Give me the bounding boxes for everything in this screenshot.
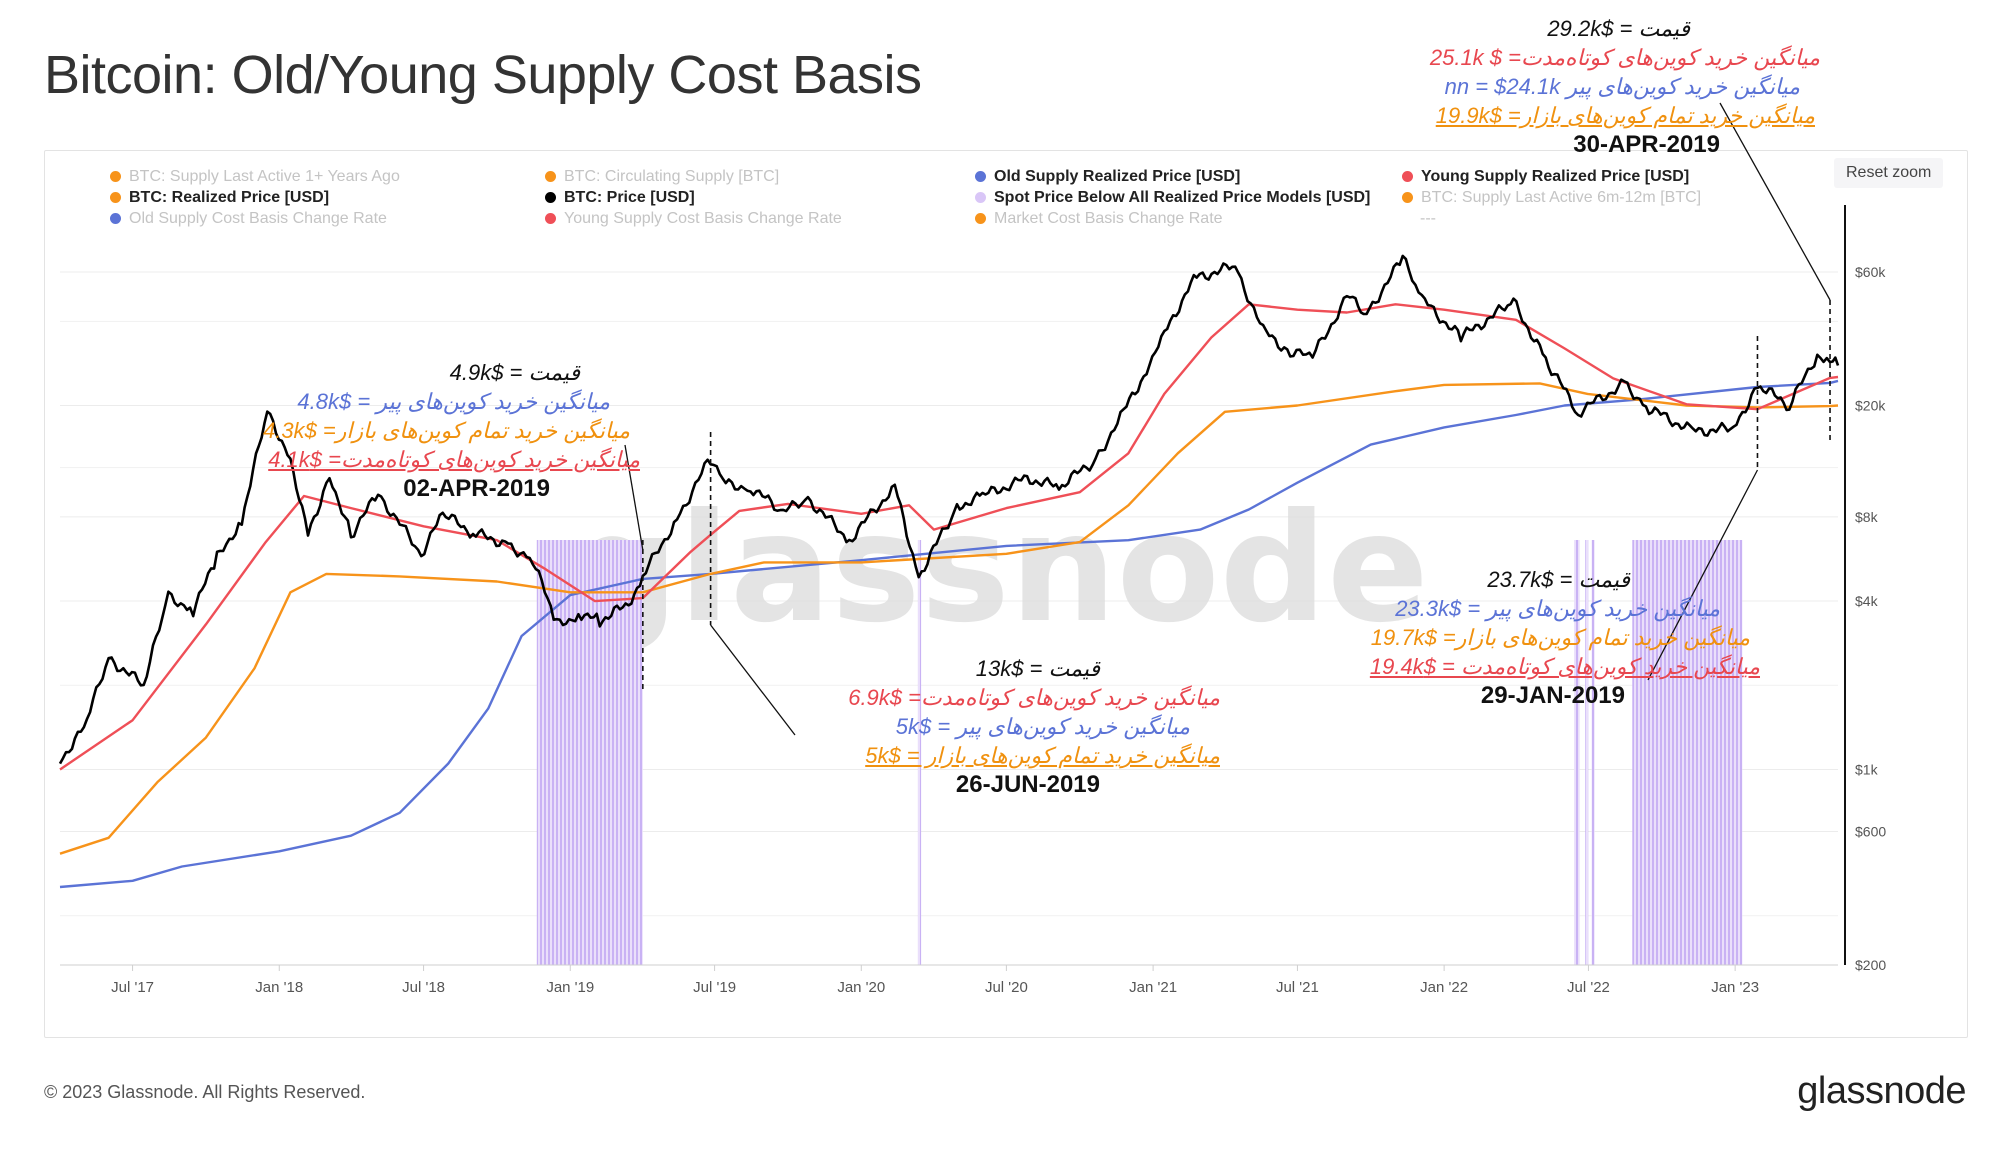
series-lines [58,254,1840,889]
ann-old: میانگین خرید کوین‌های پیر = $4.8k [297,389,610,414]
y-tick-label: $8k [1855,509,1879,525]
legend-item-circulating-supply[interactable]: BTC: Circulating Supply [BTC] [545,168,779,186]
legend-item-supply-6m-12m[interactable]: BTC: Supply Last Active 6m-12m [BTC] [1402,189,1701,207]
x-tick-label: Jan '23 [1711,979,1759,996]
ann-date: 29-JAN-2019 [1480,682,1625,709]
legend-dot [545,192,556,203]
ann-price: قیمت = $4.9k [449,360,580,385]
legend-item-empty[interactable]: --- [1420,210,1436,227]
x-tick-label: Jan '22 [1420,979,1468,996]
y-tick-label: $60k [1855,264,1886,280]
ann-date: 26-JUN-2019 [955,771,1100,798]
legend-dot [1402,171,1413,182]
legend-item-btc-price[interactable]: BTC: Price [USD] [545,189,695,207]
x-tick-label: Jan '18 [255,979,303,996]
ann-young: میانگین خرید کوین‌های کوتاه‌مدت= $6.9k [848,685,1220,710]
reset-zoom-button[interactable]: Reset zoom [1834,158,1944,188]
ann-price: قیمت = $23.7k [1487,567,1630,592]
series-line-old [59,379,1839,889]
legend-dot [975,213,986,224]
watermark: glassnode [571,482,1429,656]
copyright: © 2023 Glassnode. All Rights Reserved. [44,1082,366,1102]
y-tick-label: $200 [1855,957,1886,973]
y-axis: $200 $600 $1k $4k $8k $20k $60k [1844,205,1886,973]
x-tick-label: Jul '19 [693,979,736,996]
ann-market: میانگین خرید تمام کوین‌های بازار= $19.9k [1435,103,1815,128]
annotation-jun-2019: قیمت = $13k میانگین خرید کوین‌های کوتاه‌… [848,654,1220,799]
x-tick-label: Jan '19 [546,979,594,996]
legend-item-realized-price[interactable]: BTC: Realized Price [USD] [110,189,329,207]
legend-item-young-supply-realized[interactable]: Young Supply Realized Price [USD] [1402,168,1689,186]
legend-item-market-change-rate[interactable]: Market Cost Basis Change Rate [975,210,1223,228]
shaded-range [536,540,643,965]
legend-item-supply-1y[interactable]: BTC: Supply Last Active 1+ Years Ago [110,168,400,186]
legend-dot [545,213,556,224]
legend-item-young-change-rate[interactable]: Young Supply Cost Basis Change Rate [545,210,842,228]
x-tick-label: Jan '20 [837,979,885,996]
legend-dot [545,171,556,182]
annotation-leaders [624,102,1831,736]
y-tick-label: $600 [1855,824,1886,840]
ann-market: میانگین خرید تمام کوین‌های بازار= $4.3k [262,418,630,443]
legend-dot [110,192,121,203]
ann-old: میانگین خرید کوین‌های پیر = $5k [895,714,1190,739]
legend-item-old-change-rate[interactable]: Old Supply Cost Basis Change Rate [110,210,387,228]
shaded-range [1585,540,1589,965]
legend-dot [975,192,986,203]
legend-dot [975,171,986,182]
x-tick-label: Jul '21 [1276,979,1319,996]
shaded-range [1574,540,1580,965]
ann-date: 02-APR-2019 [403,475,550,502]
ann-young: میانگین خرید کوین‌های کوتاه‌مدت= $ 25.1k [1429,45,1820,70]
ann-date: 30-APR-2019 [1573,131,1720,158]
series-line-price [58,254,1840,765]
y-tick-label: $20k [1855,398,1886,414]
shaded-range [1591,540,1595,965]
ann-market: میانگین خرید تمام کوین‌های بازار = $5k [865,743,1220,768]
ann-market: میانگین خرید تمام کوین‌های بازار= $19.7k [1370,625,1750,650]
ann-young: میانگین خرید کوین‌های کوتاه‌مدت= $4.1k [268,447,640,472]
page-title: Bitcoin: Old/Young Supply Cost Basis [44,45,922,105]
legend-dot [1402,192,1413,203]
leader-line [710,624,796,736]
ann-price: قیمت = $29.2k [1547,16,1690,41]
shaded-ranges [536,540,1743,965]
legend-dot [110,213,121,224]
ann-price: قیمت = $13k [975,656,1100,681]
shaded-range [1632,540,1743,965]
leader-line [624,444,644,551]
shaded-range [917,540,922,965]
x-tick-label: Jul '17 [111,979,154,996]
x-tick-label: Jan '21 [1129,979,1177,996]
legend-dot [110,171,121,182]
legend-item-old-supply-realized[interactable]: Old Supply Realized Price [USD] [975,168,1240,186]
x-axis: Jul '17 Jan '18 Jul '18 Jan '19 Jul '19 Jan '… [60,964,1838,996]
brand-logo: glassnode [1797,1070,1966,1112]
ann-young: میانگین خرید کوین‌های کوتاه‌مدت = $19.4k [1369,654,1760,679]
x-tick-label: Jul '22 [1567,979,1610,996]
y-tick-label: $4k [1855,593,1879,609]
x-tick-label: Jul '18 [402,979,445,996]
leader-line [1647,469,1759,681]
annotation-jan-2023: قیمت = $23.7k میانگین خرید کوین‌های پیر … [1370,565,1760,710]
annotation-apr-2023: قیمت = $29.2k میانگین خرید کوین‌های کوتا… [1430,14,1820,159]
annotation-apr-2019: قیمت = $4.9k میانگین خرید کوین‌های پیر =… [263,358,640,503]
leader-line [1719,102,1831,301]
series-line-young [59,303,1839,771]
ann-old: میانگین خرید کوین‌های پیر = $23.3k [1395,596,1720,621]
chart-frame [44,150,1968,1038]
legend-item-spot-below-models[interactable]: Spot Price Below All Realized Price Mode… [975,189,1370,207]
y-tick-label: $1k [1855,761,1879,777]
x-tick-label: Jul '20 [985,979,1028,996]
ann-old: میانگین خرید کوین‌های پیر nn = $24.1k [1444,74,1800,99]
